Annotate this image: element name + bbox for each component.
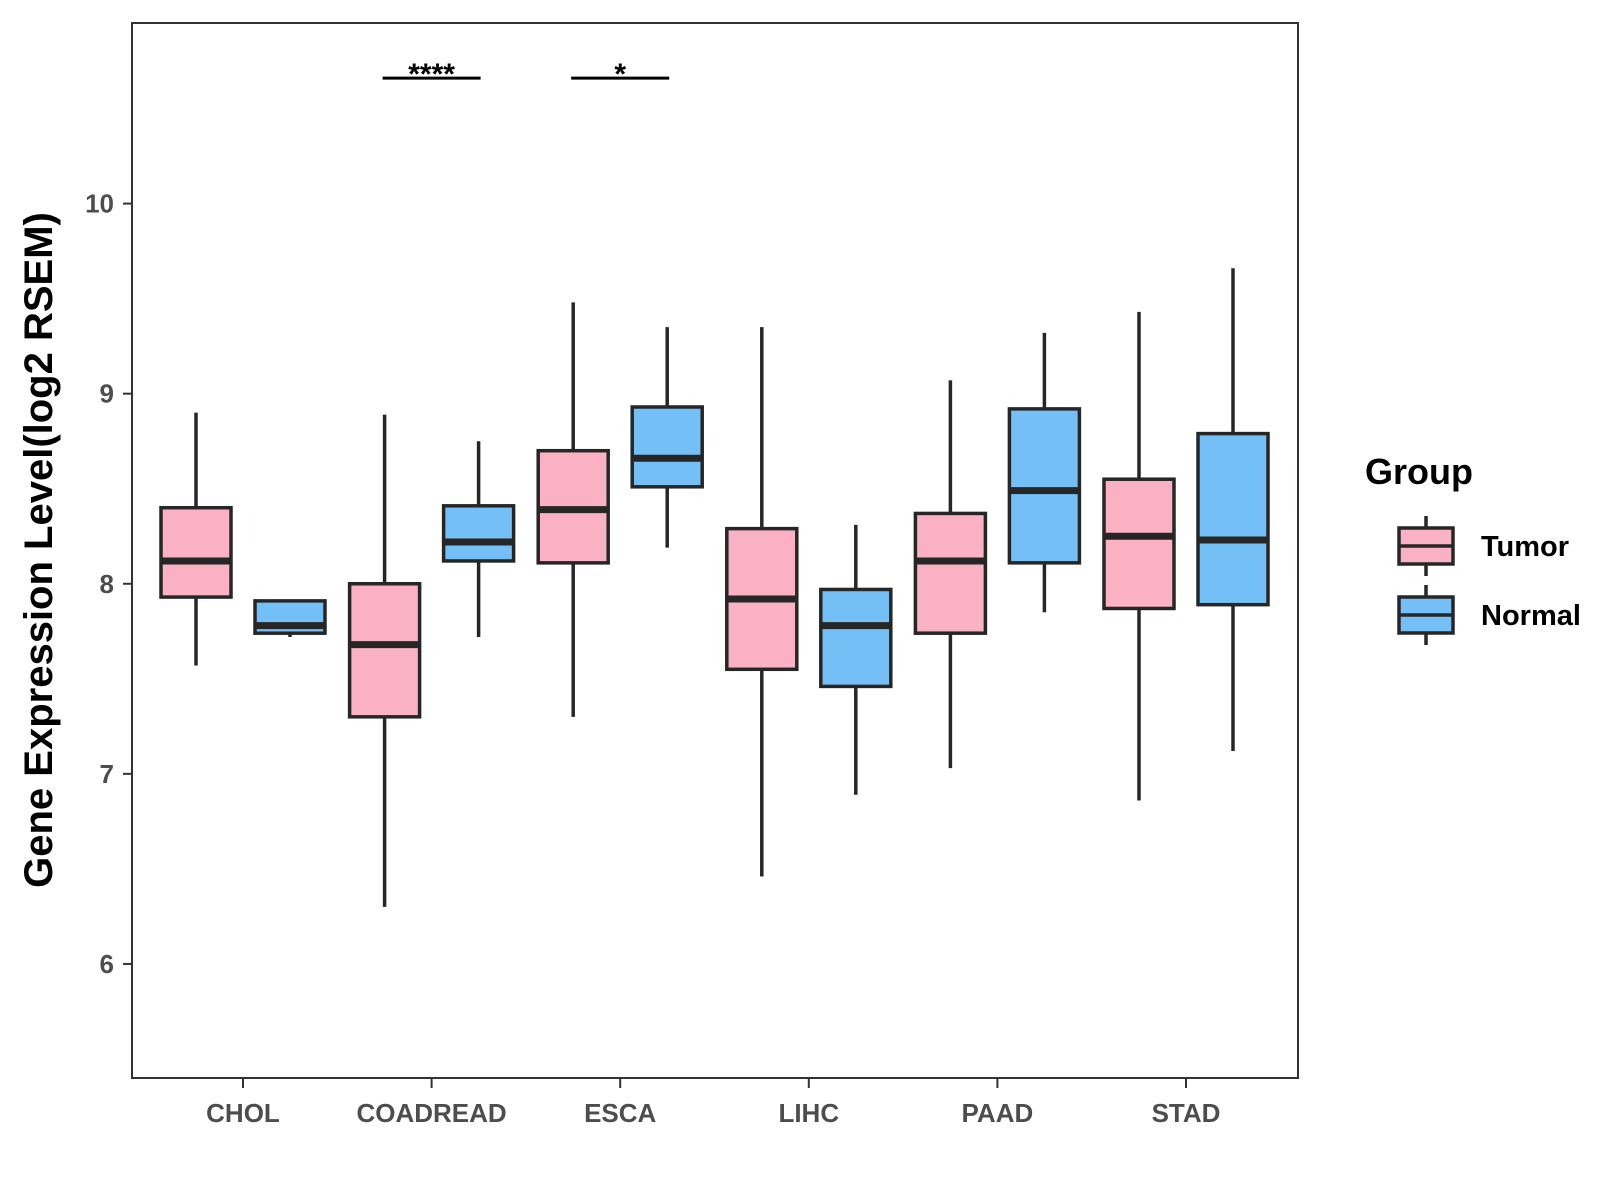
x-tick-label-coadread: COADREAD: [356, 1098, 506, 1128]
box-lihc-tumor: [725, 327, 799, 877]
y-tick-label: 6: [100, 949, 114, 979]
significance-annotations: **** *: [382, 58, 670, 91]
significance-label-esca: *: [614, 58, 626, 91]
y-tick-label: 7: [100, 759, 114, 789]
x-tick-label-esca: ESCA: [584, 1098, 656, 1128]
legend-title: Group: [1365, 451, 1473, 492]
y-tick-label: 10: [85, 189, 114, 219]
y-axis: 6 7 8 9 10: [85, 189, 132, 979]
box-coadread-tumor: [347, 414, 422, 907]
box-paad-tumor: [913, 380, 988, 769]
box-iqr: [913, 511, 988, 635]
box-chol-tumor: [159, 412, 233, 666]
x-tick-label-chol: CHOL: [206, 1098, 280, 1128]
legend: Group Tumor Normal: [1365, 451, 1581, 645]
box-iqr: [347, 582, 422, 719]
box-esca-tumor: [536, 302, 610, 717]
legend-item-normal: Normal: [1397, 585, 1581, 645]
box-lihc-normal: [819, 524, 893, 795]
legend-label-normal: Normal: [1481, 600, 1581, 632]
box-iqr: [630, 405, 704, 489]
box-stad-normal: [1196, 268, 1270, 752]
box-coadread-normal: [441, 441, 516, 637]
box-stad-tumor: [1102, 311, 1176, 801]
box-iqr: [159, 505, 233, 599]
legend-label-tumor: Tumor: [1481, 531, 1569, 563]
box-paad-normal: [1007, 332, 1082, 613]
y-axis-label: Gene Expression Level(log2 RSEM): [17, 212, 61, 888]
x-tick-label-paad: PAAD: [962, 1098, 1034, 1128]
x-tick-label-stad: STAD: [1152, 1098, 1221, 1128]
box-iqr: [1102, 477, 1176, 611]
box-esca-normal: [630, 327, 704, 548]
y-tick-label: 8: [100, 569, 114, 599]
box-iqr: [1007, 407, 1082, 565]
box-iqr: [819, 587, 893, 689]
box-chol-normal: [253, 599, 327, 637]
x-tick-label-lihc: LIHC: [778, 1098, 839, 1128]
x-axis: CHOL COADREAD ESCA LIHC PAAD STAD: [206, 1078, 1220, 1128]
box-iqr: [1196, 431, 1270, 607]
box-iqr: [441, 504, 516, 563]
y-tick-label: 9: [100, 379, 114, 409]
legend-item-tumor: Tumor: [1397, 516, 1569, 576]
boxes-layer: [159, 268, 1270, 907]
significance-label-coadread: ****: [408, 58, 455, 91]
